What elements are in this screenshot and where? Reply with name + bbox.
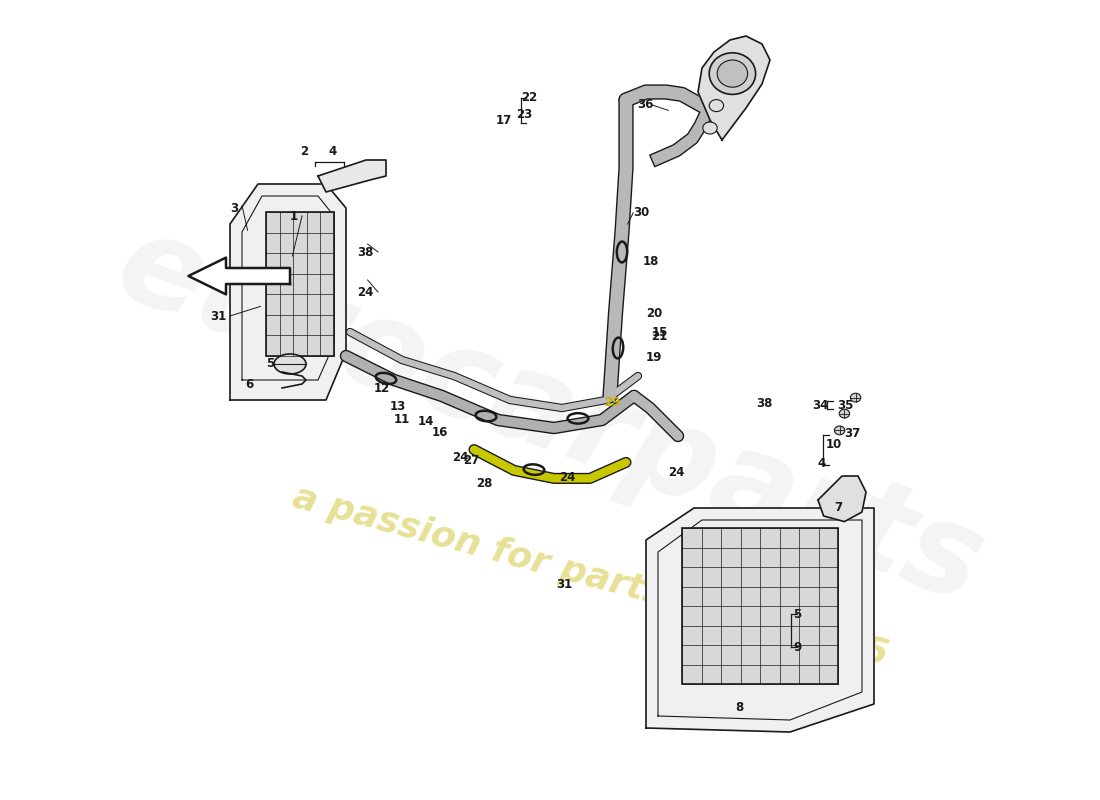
Text: 23: 23 (516, 108, 532, 121)
Text: 13: 13 (389, 400, 406, 413)
Text: 22: 22 (521, 91, 537, 104)
Ellipse shape (850, 394, 861, 402)
Ellipse shape (710, 100, 724, 111)
Text: 1: 1 (290, 210, 298, 222)
Text: 21: 21 (651, 330, 668, 343)
Polygon shape (818, 476, 866, 522)
Ellipse shape (274, 354, 306, 374)
Polygon shape (698, 36, 770, 140)
Text: 31: 31 (557, 578, 572, 591)
Text: 8: 8 (736, 701, 744, 714)
Bar (682, 528, 838, 684)
Ellipse shape (710, 53, 756, 94)
Text: 35: 35 (837, 399, 854, 412)
Text: 37: 37 (845, 427, 860, 440)
Ellipse shape (835, 426, 845, 434)
Polygon shape (230, 184, 346, 400)
Text: 24: 24 (560, 471, 575, 484)
Text: 20: 20 (646, 307, 662, 320)
Text: 19: 19 (646, 351, 662, 364)
Text: 31: 31 (210, 310, 225, 322)
Text: 24: 24 (452, 451, 469, 464)
Bar (266, 212, 334, 356)
Text: 17: 17 (495, 114, 512, 127)
Text: 18: 18 (642, 255, 659, 268)
Text: 4: 4 (328, 146, 337, 158)
Text: 4: 4 (817, 457, 825, 470)
Text: 9: 9 (793, 641, 802, 654)
Text: 36: 36 (638, 98, 654, 111)
Text: 28: 28 (476, 477, 493, 490)
Text: 7: 7 (834, 501, 843, 514)
Text: 14: 14 (418, 415, 434, 428)
Text: 34: 34 (812, 399, 828, 412)
Text: 16: 16 (431, 426, 448, 439)
Text: 15: 15 (651, 326, 668, 339)
Ellipse shape (839, 410, 849, 418)
Text: 10: 10 (825, 438, 842, 451)
Text: 24: 24 (669, 466, 685, 479)
Text: 38: 38 (756, 397, 772, 410)
Ellipse shape (717, 60, 748, 87)
Text: 30: 30 (634, 206, 649, 219)
Text: 11: 11 (394, 413, 410, 426)
Text: a passion for parts since 1985: a passion for parts since 1985 (288, 480, 891, 672)
Text: 5: 5 (266, 358, 274, 370)
Polygon shape (318, 160, 386, 192)
Polygon shape (188, 258, 290, 294)
Text: 24: 24 (358, 286, 374, 298)
Ellipse shape (703, 122, 717, 134)
Text: 5: 5 (793, 608, 802, 621)
Text: 2: 2 (300, 145, 308, 158)
Text: 12: 12 (374, 382, 390, 394)
Text: 3: 3 (230, 202, 238, 214)
Polygon shape (646, 508, 874, 732)
Text: 27: 27 (463, 454, 480, 466)
Text: 38: 38 (358, 246, 374, 258)
Text: 6: 6 (245, 378, 254, 390)
Text: 29: 29 (604, 396, 620, 409)
Text: eurocarparts: eurocarparts (101, 203, 999, 629)
